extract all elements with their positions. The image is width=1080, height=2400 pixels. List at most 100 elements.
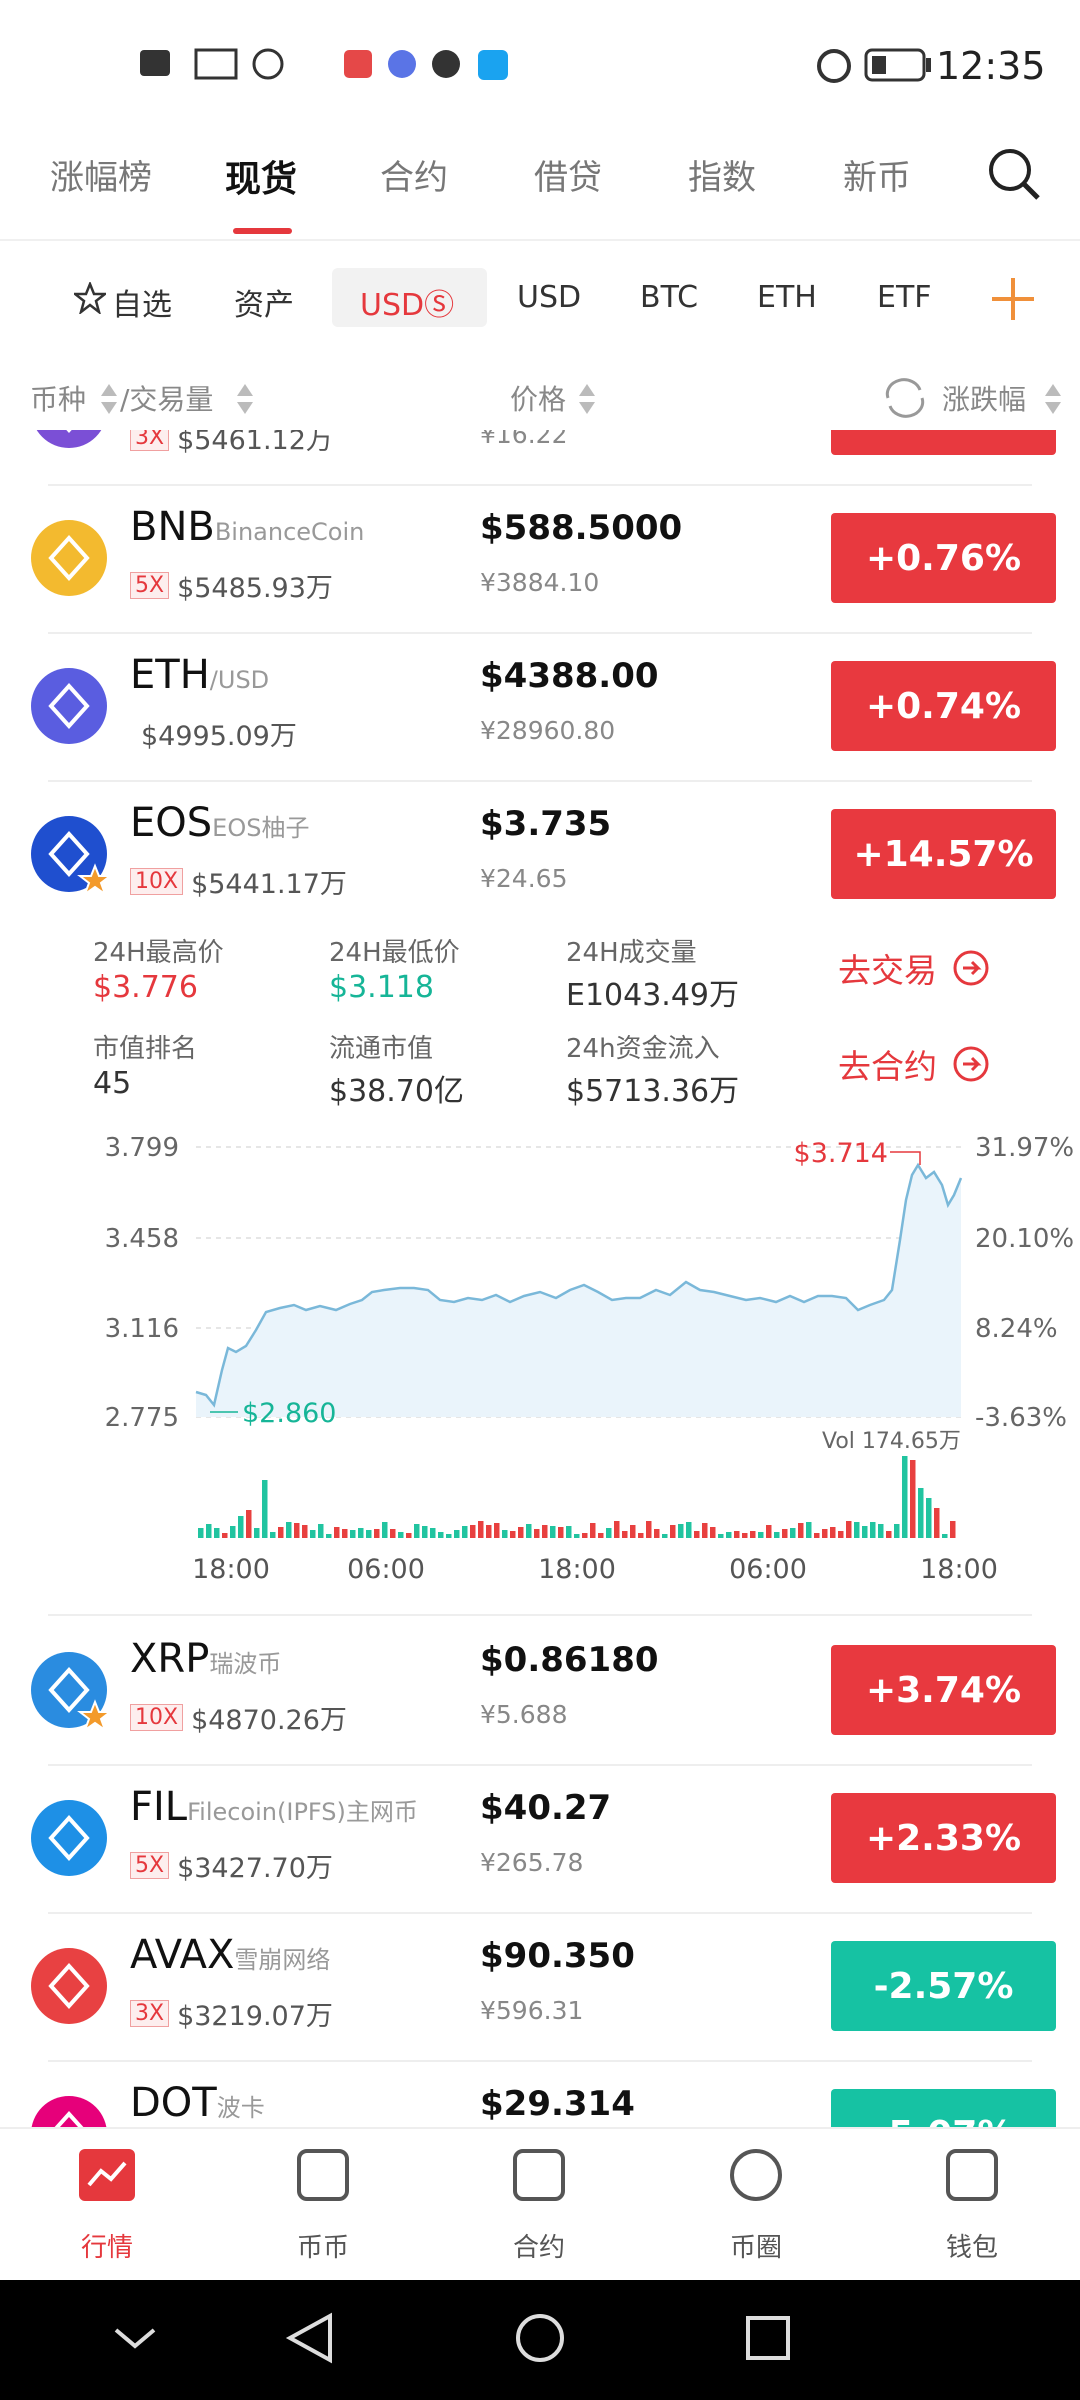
volume-bar xyxy=(558,1527,564,1538)
volume-bar xyxy=(622,1531,628,1538)
filter[interactable]: 资产 xyxy=(234,288,294,323)
coin-title: BNB BinanceCoin xyxy=(130,504,364,550)
volume-bar xyxy=(390,1529,396,1538)
volume-bar xyxy=(726,1532,732,1538)
change-button[interactable]: -2.57% xyxy=(831,1941,1056,2031)
nav-icon[interactable] xyxy=(940,2143,1004,2207)
coin-icon xyxy=(31,520,107,596)
y-right-label: 20.10% xyxy=(975,1224,1074,1254)
coin-name: /USD xyxy=(209,666,270,694)
volume-bar xyxy=(430,1528,436,1538)
tab[interactable]: 指数 xyxy=(688,158,756,198)
coin-icon-glyph xyxy=(48,831,90,877)
stat-label: 24H最高价 xyxy=(93,938,224,968)
coin-icon xyxy=(31,1948,107,2024)
coin-price: $29.314 xyxy=(480,2084,635,2124)
row-divider xyxy=(48,2060,1032,2062)
sort-down xyxy=(579,402,595,414)
stat-value: $5713.36万 xyxy=(566,1074,740,1109)
action-link[interactable]: 去合约 xyxy=(838,1040,991,1088)
refresh-arrow xyxy=(885,378,925,418)
volume-bar xyxy=(398,1532,404,1538)
volume-bar xyxy=(502,1530,508,1538)
nav-label[interactable]: 合约 xyxy=(512,2233,565,2263)
change-button[interactable]: +14.57% xyxy=(831,809,1056,899)
nav-icon[interactable] xyxy=(724,2143,788,2207)
volume-bar xyxy=(278,1527,284,1538)
search-icon[interactable] xyxy=(986,146,1042,202)
coin-cny: ¥596.31 xyxy=(480,1996,584,2025)
arrow-circle xyxy=(953,950,989,986)
volume-bar xyxy=(454,1530,460,1538)
volume-bar xyxy=(214,1528,220,1538)
divider xyxy=(0,239,1080,241)
coin-symbol: ETH xyxy=(130,652,210,698)
volume-bar xyxy=(942,1534,948,1538)
change-button[interactable] xyxy=(831,430,1056,455)
leverage-badge: 3X xyxy=(130,2000,170,2027)
volume-bar xyxy=(246,1510,252,1538)
volume-bar xyxy=(358,1528,364,1538)
change-button[interactable]: -5.07% xyxy=(831,2089,1056,2127)
volume-bar xyxy=(414,1524,420,1538)
high-label: $3.714 xyxy=(794,1138,888,1169)
add-icon[interactable] xyxy=(990,276,1036,322)
filter[interactable]: USD xyxy=(517,280,582,315)
filter[interactable]: 自选 xyxy=(112,288,172,323)
tab-underline xyxy=(233,228,292,234)
y-right-label: -3.63% xyxy=(975,1403,1067,1433)
change-button[interactable]: +2.33% xyxy=(831,1793,1056,1883)
x-label: 18:00 xyxy=(538,1554,616,1585)
filter[interactable]: ETH xyxy=(757,280,817,315)
volume-bar xyxy=(318,1524,324,1538)
stat-value: $38.70亿 xyxy=(329,1074,464,1109)
volume-bar xyxy=(462,1526,468,1538)
volume-bar xyxy=(950,1521,956,1538)
volume-bar xyxy=(494,1523,500,1538)
tab[interactable]: 新币 xyxy=(843,158,911,198)
nav-label[interactable]: 钱包 xyxy=(945,2233,998,2263)
nav-label[interactable]: 行情 xyxy=(80,2233,133,2263)
tab[interactable]: 现货 xyxy=(225,159,298,200)
nav-label[interactable]: 币币 xyxy=(296,2233,349,2263)
change-button[interactable]: +0.74% xyxy=(831,661,1056,751)
column-coin: 币种 xyxy=(30,383,87,416)
volume-bar xyxy=(238,1516,244,1538)
coin-title: XRP 瑞波币 xyxy=(130,1636,281,1682)
nav-icon[interactable] xyxy=(507,2143,571,2207)
filter[interactable]: BTC xyxy=(640,280,699,315)
tab[interactable]: 涨幅榜 xyxy=(50,158,152,198)
coin-price: $588.5000 xyxy=(480,508,683,548)
sort-up xyxy=(579,384,595,396)
coin-icon-bg xyxy=(31,1948,107,2024)
volume-bar xyxy=(550,1526,556,1538)
sort-icon xyxy=(101,384,117,414)
action-link[interactable]: 去交易 xyxy=(838,944,991,992)
arrow xyxy=(963,1056,982,1066)
nav-icon[interactable] xyxy=(75,2143,139,2207)
volume-bar xyxy=(294,1523,300,1538)
coin-symbol: BNB xyxy=(130,504,215,550)
sort-up xyxy=(101,384,117,396)
row-divider xyxy=(48,780,1032,782)
x-label: 18:00 xyxy=(920,1554,998,1585)
change-button[interactable]: +3.74% xyxy=(831,1645,1056,1735)
tab[interactable]: 合约 xyxy=(380,158,448,198)
tab[interactable]: 借贷 xyxy=(534,158,602,198)
filter[interactable]: USDⓈ xyxy=(360,288,455,323)
volume-bar xyxy=(438,1532,444,1538)
coin-name: 波卡 xyxy=(216,2094,265,2122)
filter[interactable]: ETF xyxy=(877,280,932,315)
volume-bar xyxy=(766,1525,772,1538)
leverage-badge: 5X xyxy=(130,572,170,599)
refresh-icon[interactable] xyxy=(880,378,930,418)
nav-label[interactable]: 币圈 xyxy=(729,2233,782,2263)
coin-icon-glyph xyxy=(48,683,90,729)
column-change: 涨跌幅 xyxy=(942,383,1027,416)
change-button[interactable]: +0.76% xyxy=(831,513,1056,603)
stat-label: 流通市值 xyxy=(329,1034,434,1064)
arrow-ring xyxy=(953,1046,989,1082)
stat-label: 市值排名 xyxy=(93,1034,198,1064)
coin-name: EOS柚子 xyxy=(212,814,310,842)
nav-icon[interactable] xyxy=(291,2143,355,2207)
